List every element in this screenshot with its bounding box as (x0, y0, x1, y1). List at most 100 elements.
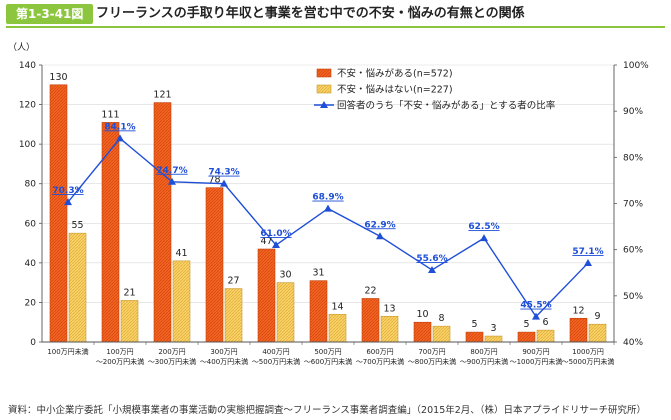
bar-not-worried (380, 315, 399, 343)
bar-worried (413, 321, 432, 343)
bar-not-worried (120, 300, 139, 343)
bar-not-worried-value-label: 55 (71, 220, 83, 231)
bar-not-worried-value-label: 14 (331, 301, 343, 312)
ratio-value-label: 55.6% (416, 254, 447, 264)
ratio-marker (532, 312, 540, 320)
ratio-marker (220, 179, 228, 187)
bar-not-worried (224, 288, 243, 343)
x-category-label: 800万円 (470, 348, 497, 356)
bar-not-worried-value-label: 8 (438, 313, 444, 324)
bar-worried (569, 317, 588, 343)
bar-not-worried (276, 282, 295, 343)
x-category-label: 900万円 (522, 348, 549, 356)
bar-worried (517, 331, 536, 343)
bar-worried-value-label: 5 (523, 319, 529, 330)
legend-ratio-label: 回答者のうち「不安・悩みがある」とする者の比率 (337, 100, 556, 112)
bar-not-worried (484, 335, 503, 343)
bar-worried (309, 280, 328, 343)
y2-tick-label: 90% (623, 107, 643, 117)
ratio-value-label: 74.3% (208, 168, 239, 178)
x-category-label: ～300万円未満 (148, 357, 196, 366)
header-divider (6, 26, 665, 28)
y-tick-label: 0 (30, 338, 36, 348)
x-category-label: 300万円 (210, 348, 237, 356)
source-note: 資料：中小企業庁委託「小規模事業者の事業活動の実態把握調査～フリーランス事業者調… (8, 405, 647, 416)
y-tick-label: 140 (19, 61, 36, 71)
bar-worried (257, 248, 276, 343)
bar-not-worried-value-label: 41 (175, 248, 187, 259)
x-category-label: ～1000万円未満 (510, 357, 563, 366)
y2-tick-label: 40% (623, 338, 643, 348)
x-category-label: ～5000万円未満 (562, 357, 615, 366)
legend-not-worried-swatch (316, 84, 332, 94)
y-tick-label: 20 (25, 298, 37, 308)
legend-not-worried-label: 不安・悩みはない(n=227) (337, 84, 453, 96)
bar-worried-value-label: 31 (312, 268, 324, 279)
ratio-marker (584, 259, 592, 267)
bar-not-worried-value-label: 3 (490, 323, 496, 334)
bar-worried-value-label: 130 (49, 72, 67, 83)
y-tick-label: 80 (25, 180, 37, 190)
x-category-label: ～900万円未満 (460, 357, 508, 366)
x-category-label: ～400万円未満 (200, 357, 248, 366)
bar-worried (49, 84, 68, 343)
y-tick-label: 120 (19, 101, 36, 111)
bar-not-worried (172, 260, 191, 343)
ratio-marker (168, 177, 176, 185)
x-category-label: ～200万円未満 (96, 357, 144, 366)
x-category-label: ～700万円未満 (356, 357, 404, 366)
bar-not-worried (588, 323, 607, 343)
x-category-label: ～800万円未満 (408, 357, 456, 366)
figure-header: 第1-3-41図 フリーランスの手取り年収と事業を営む中での不安・悩みの有無との… (0, 0, 671, 28)
x-category-label: ～500万円未満 (252, 357, 300, 366)
figure-number-badge: 第1-3-41図 (6, 4, 94, 24)
bar-not-worried-value-label: 13 (383, 303, 395, 314)
bar-worried-value-label: 78 (208, 175, 220, 186)
x-category-label: 200万円 (158, 348, 185, 356)
x-category-label: 700万円 (418, 348, 445, 356)
bar-not-worried (328, 313, 347, 343)
bar-worried (205, 187, 224, 343)
y-tick-label: 60 (25, 219, 37, 229)
ratio-marker (480, 234, 488, 242)
bar-not-worried (68, 232, 87, 343)
y-tick-label: 100 (19, 140, 36, 150)
ratio-value-label: 57.1% (572, 247, 603, 257)
bar-worried-value-label: 47 (260, 236, 272, 247)
y2-tick-label: 60% (623, 246, 643, 256)
y2-tick-label: 100% (623, 61, 649, 71)
x-category-label: 100万円未満 (47, 347, 88, 356)
bar-not-worried (432, 325, 451, 343)
figure-title: フリーランスの手取り年収と事業を営む中での不安・悩みの有無との関係 (96, 6, 525, 21)
bar-not-worried-value-label: 27 (227, 276, 239, 287)
bar-not-worried-value-label: 6 (542, 317, 548, 328)
ratio-line (67, 137, 589, 318)
ratio-value-label: 61.0% (260, 229, 291, 239)
y2-tick-label: 50% (623, 292, 643, 302)
bar-not-worried-value-label: 9 (594, 311, 600, 322)
ratio-marker (428, 265, 436, 273)
bar-worried (361, 298, 380, 343)
ratio-marker (324, 204, 332, 212)
x-category-label: 600万円 (366, 348, 393, 356)
x-category-label: 500万円 (314, 348, 341, 356)
ratio-value-label: 62.5% (468, 222, 499, 232)
x-category-label: 400万円 (262, 348, 289, 356)
legend-ratio-swatch-marker (320, 101, 328, 108)
bar-worried-value-label: 5 (471, 319, 477, 330)
ratio-value-label: 45.5% (520, 301, 551, 311)
ratio-value-label: 68.9% (312, 193, 343, 203)
ratio-marker (64, 198, 72, 206)
bar-worried-value-label: 10 (416, 309, 428, 320)
ratio-value-label: 74.7% (156, 166, 187, 176)
ratio-value-label: 70.3% (52, 186, 83, 196)
bar-worried (153, 102, 172, 343)
bar-worried (465, 331, 484, 343)
bar-worried-value-label: 22 (364, 285, 376, 296)
ratio-value-label: 84.1% (104, 122, 135, 132)
bar-worried-value-label: 12 (572, 305, 584, 316)
bar-not-worried (536, 329, 555, 343)
y-axis-unit-label: （人） (8, 42, 35, 53)
x-category-label: 100万円 (106, 348, 133, 356)
ratio-marker (272, 241, 280, 249)
